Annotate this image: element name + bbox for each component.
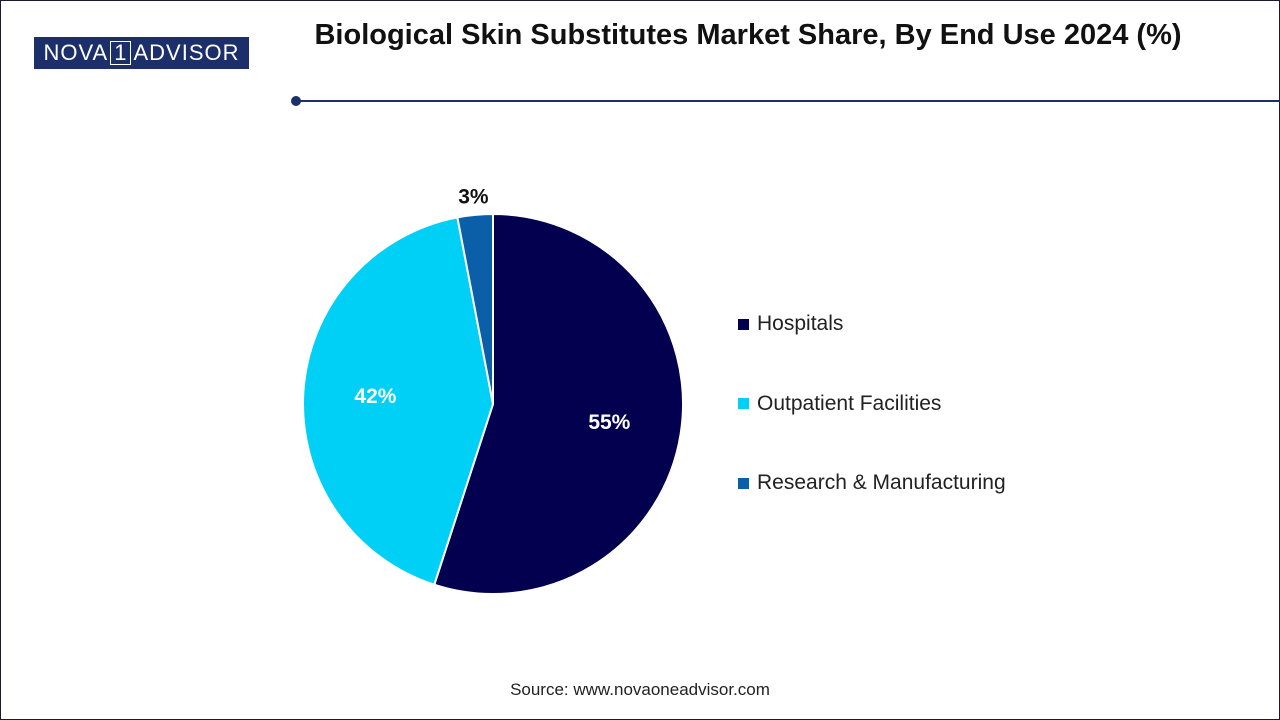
source-note: Source: www.novaoneadvisor.com <box>0 680 1280 700</box>
legend-label: Research & Manufacturing <box>757 471 1006 495</box>
data-label-hospitals: 55% <box>588 411 630 434</box>
legend-label: Hospitals <box>757 312 843 336</box>
legend-item-research-and-manufacturing: Research & Manufacturing <box>738 468 1006 498</box>
legend-item-outpatient-facilities: Outpatient Facilities <box>738 389 1006 419</box>
data-label-research-and-manufacturing: 3% <box>458 185 489 208</box>
legend-swatch <box>738 478 749 489</box>
legend-label: Outpatient Facilities <box>757 392 941 416</box>
chart-legend: Hospitals Outpatient Facilities Research &… <box>738 309 1006 548</box>
legend-swatch <box>738 319 749 330</box>
data-label-outpatient-facilities: 42% <box>354 385 396 408</box>
legend-item-hospitals: Hospitals <box>738 309 1006 339</box>
legend-swatch <box>738 398 749 409</box>
